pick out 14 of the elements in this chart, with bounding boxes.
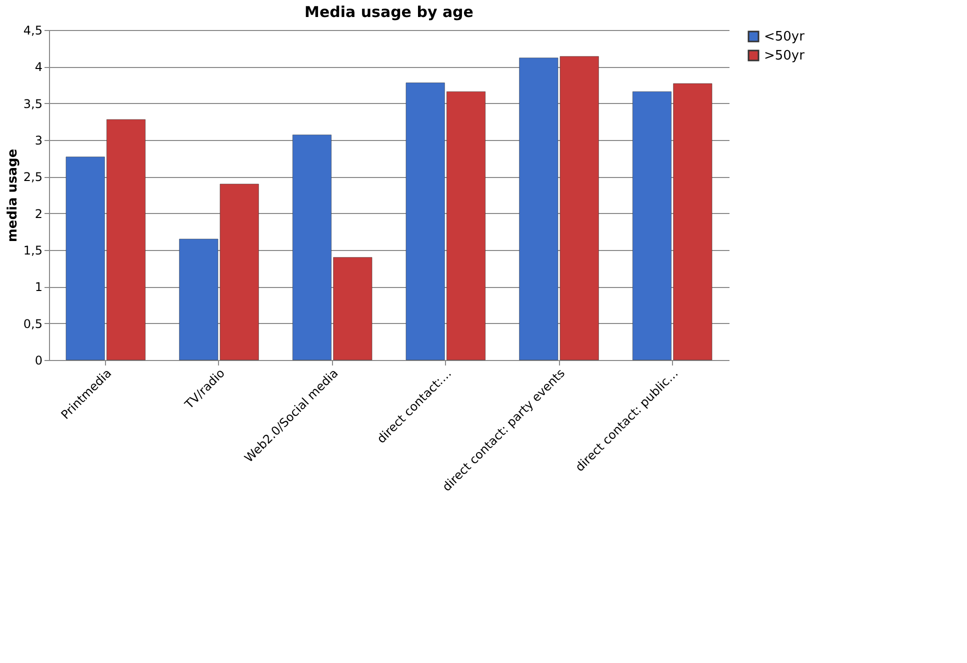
chart-title: Media usage by age [304, 3, 474, 21]
y-tick-label: 4,5 [23, 24, 42, 38]
y-tick-label: 0,5 [23, 316, 42, 331]
y-axis-title: media usage [5, 148, 20, 242]
legend-label: <50yr [764, 30, 806, 44]
legend-label: >50yr [764, 48, 806, 64]
y-tick-label: 4 [34, 60, 42, 74]
y-tick-label: 2,5 [23, 170, 42, 184]
y-tick-label: 1,5 [23, 244, 42, 258]
y-tick-label: 2 [34, 206, 42, 221]
y-tick-label: 3,5 [23, 96, 42, 111]
y-tick-label: 3 [34, 134, 42, 148]
y-tick-label: 0 [34, 354, 42, 368]
y-tick-label: 1 [34, 280, 42, 294]
